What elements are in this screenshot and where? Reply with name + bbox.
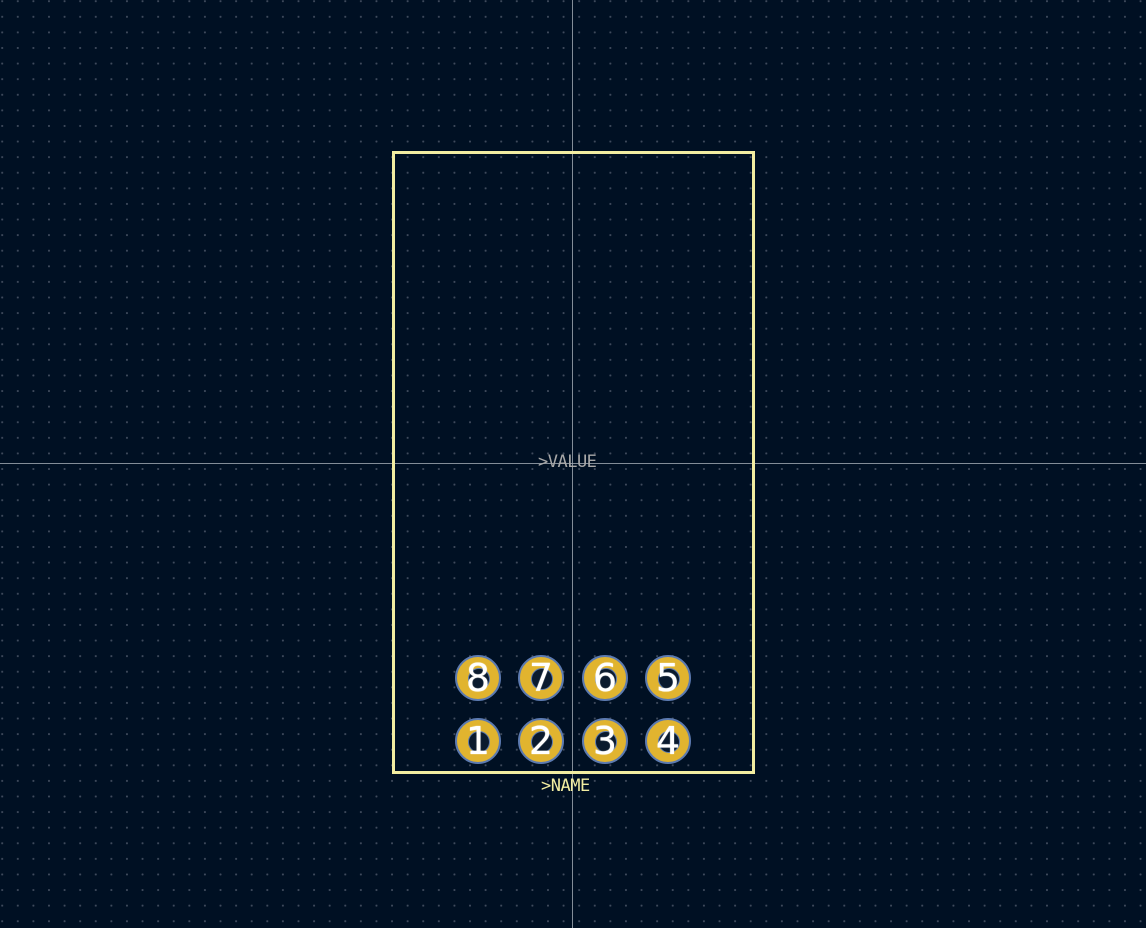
value-label[interactable]: >VALUE	[538, 452, 597, 472]
pad-8[interactable]: 8	[455, 655, 501, 701]
pad-5[interactable]: 5	[645, 655, 691, 701]
pad-number: 6	[592, 656, 618, 700]
pad-number: 3	[592, 719, 618, 763]
pad-number: 5	[655, 656, 681, 700]
pad-number: 1	[465, 719, 491, 763]
pad-6[interactable]: 6	[582, 655, 628, 701]
pad-number: 7	[528, 656, 554, 700]
pad-2[interactable]: 2	[518, 718, 564, 764]
name-label[interactable]: >NAME	[541, 776, 590, 796]
pad-number: 4	[655, 719, 681, 763]
pad-number: 8	[465, 656, 491, 700]
pad-4[interactable]: 4	[645, 718, 691, 764]
pad-7[interactable]: 7	[518, 655, 564, 701]
pad-1[interactable]: 1	[455, 718, 501, 764]
pad-number: 2	[528, 719, 554, 763]
crosshair-vertical	[572, 0, 573, 928]
pad-3[interactable]: 3	[582, 718, 628, 764]
footprint-outline[interactable]	[392, 151, 755, 774]
crosshair-horizontal	[0, 463, 1146, 464]
